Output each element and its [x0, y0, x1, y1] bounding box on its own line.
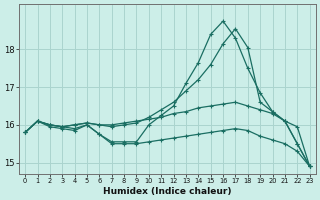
- X-axis label: Humidex (Indice chaleur): Humidex (Indice chaleur): [103, 187, 232, 196]
